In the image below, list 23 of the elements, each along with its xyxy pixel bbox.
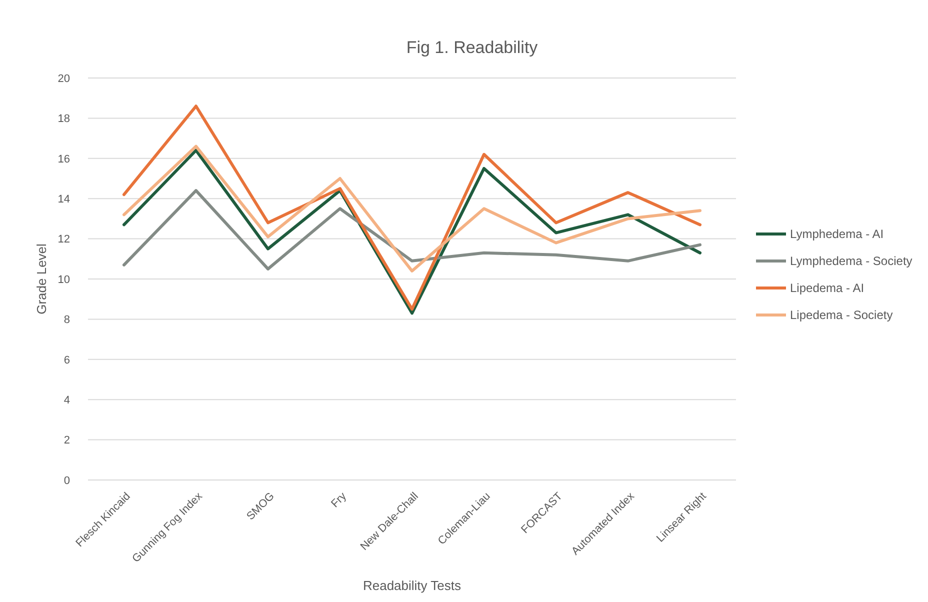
legend-label: Lymphedema - AI: [790, 227, 884, 242]
y-tick-label: 6: [64, 354, 70, 366]
y-tick-label: 12: [58, 234, 70, 246]
line-series: [122, 144, 702, 272]
y-tick-label: 4: [64, 394, 70, 406]
line-series: [122, 189, 702, 270]
line-series: [122, 148, 702, 315]
y-tick-label: 0: [64, 474, 70, 487]
y-tick-label: 18: [58, 113, 70, 126]
y-tick-label: 10: [58, 274, 70, 286]
legend-label: Lipedema - AI: [790, 281, 864, 296]
line-series: [122, 104, 702, 311]
y-tick-label: 16: [58, 153, 70, 166]
x-axis-title: Readability Tests: [362, 578, 462, 593]
x-tick-label: Fry: [329, 490, 350, 510]
chart-title: Fig 1. Readability: [406, 38, 538, 57]
y-tick-label: 20: [58, 72, 70, 85]
y-axis-title: Grade Level: [34, 243, 49, 314]
legend-label: Lymphedema - Society: [790, 254, 912, 268]
y-tick-label: 8: [64, 314, 70, 326]
y-tick-label: 14: [58, 193, 70, 206]
y-tick-label: 2: [64, 434, 70, 447]
legend-label: Lipedema - Society: [790, 308, 893, 322]
